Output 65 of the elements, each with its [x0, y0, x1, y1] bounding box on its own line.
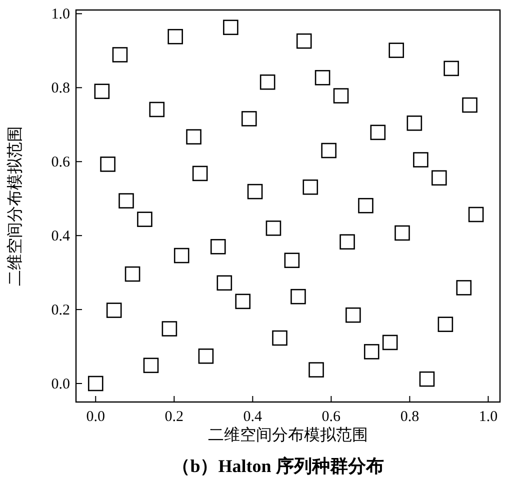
point: [419, 371, 435, 387]
point: [438, 316, 454, 332]
point: [247, 184, 263, 200]
point: [358, 198, 374, 214]
point: [112, 47, 128, 62]
point: [296, 33, 312, 49]
point: [174, 248, 190, 264]
point: [260, 74, 276, 90]
point: [94, 84, 110, 100]
point: [168, 28, 183, 44]
text: （b）Halton 序列种群分布: [172, 456, 384, 476]
point: [333, 88, 349, 104]
point: [432, 170, 447, 186]
point: [382, 334, 398, 350]
point: [223, 20, 238, 36]
point: [462, 97, 478, 113]
y-tick-label: 1.0: [51, 6, 70, 23]
point: [340, 234, 355, 250]
y-tick-label: 0.4: [51, 228, 70, 245]
point: [346, 307, 361, 323]
point: [444, 60, 459, 76]
point: [186, 129, 202, 144]
point: [406, 116, 422, 131]
point: [100, 156, 116, 172]
point: [388, 42, 404, 58]
point: [235, 294, 250, 310]
point: [198, 348, 214, 364]
point: [370, 124, 386, 140]
point: [266, 220, 282, 236]
y-tick-label: 0.2: [51, 302, 70, 319]
point: [413, 152, 428, 168]
x-tick-label: 0.4: [243, 409, 263, 425]
point: [290, 288, 306, 304]
point: [308, 362, 324, 378]
point: [216, 275, 232, 291]
point: [302, 179, 318, 195]
point: [284, 252, 300, 268]
point: [106, 302, 122, 318]
point: [314, 70, 330, 86]
point: [149, 102, 165, 118]
point: [272, 330, 288, 346]
y-tick-label: 0.0: [51, 376, 70, 393]
point: [456, 280, 472, 296]
point: [321, 142, 336, 158]
point: [192, 166, 208, 182]
x-axis-title: 二维空间分布模拟范围: [208, 426, 368, 444]
point: [468, 206, 484, 222]
y-axis-title: 二维空间分布模拟范围: [6, 126, 24, 286]
point: [241, 111, 257, 126]
point: [210, 239, 226, 254]
point: [137, 212, 152, 227]
y-tick-label: 0.8: [51, 80, 70, 97]
point: [88, 376, 104, 392]
point: [118, 193, 134, 208]
y-tick-label: 0.6: [51, 154, 70, 171]
point: [162, 321, 178, 336]
x-tick-label: 1.0: [478, 409, 498, 425]
x-tick-label: 0.2: [164, 409, 184, 425]
point: [124, 266, 140, 282]
x-tick-label: 0.6: [322, 409, 342, 425]
point: [143, 358, 159, 374]
x-tick-label: 0.8: [400, 409, 420, 425]
x-tick-label: 0.0: [86, 409, 106, 425]
point: [364, 344, 380, 360]
point: [394, 225, 410, 241]
